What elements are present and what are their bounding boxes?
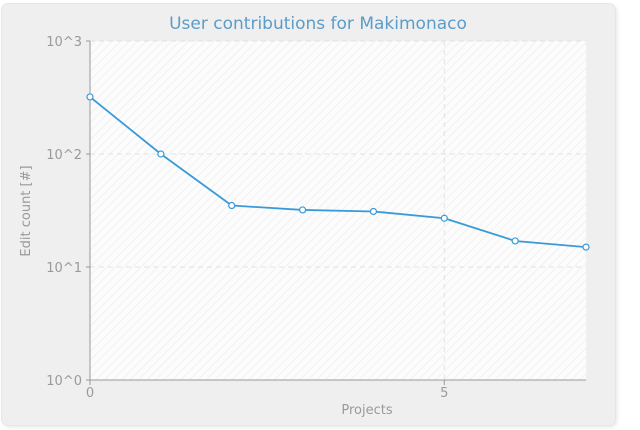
chart-title: User contributions for Makimonaco <box>169 14 467 34</box>
data-point <box>86 93 94 101</box>
data-point <box>157 150 165 158</box>
x-tick-label: 0 <box>86 386 94 401</box>
data-point <box>511 237 519 245</box>
y-tick-label: 10^2 <box>46 148 82 163</box>
series-group <box>86 93 590 251</box>
y-tick-label: 10^0 <box>46 374 82 389</box>
data-point <box>582 243 590 251</box>
tick-labels: 10^0 10^1 10^2 10^3 0 5 <box>46 35 448 401</box>
data-point <box>369 207 378 216</box>
data-point <box>228 201 236 210</box>
y-tick-label: 10^3 <box>46 35 82 50</box>
x-tick-label: 5 <box>440 386 448 401</box>
y-tick-label: 10^1 <box>46 261 82 276</box>
series-line <box>89 96 587 248</box>
y-axis-label: Edit count [#] <box>19 165 34 256</box>
grid-lines <box>90 40 586 380</box>
x-axis-label: Projects <box>341 403 392 418</box>
data-point <box>298 206 307 214</box>
data-point <box>440 214 448 222</box>
